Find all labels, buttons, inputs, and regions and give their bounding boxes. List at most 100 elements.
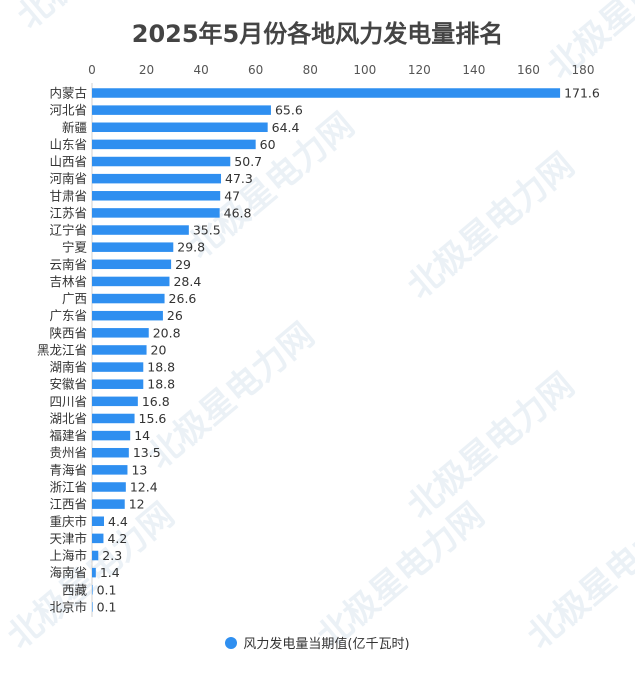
x-tick-label: 180: [572, 63, 595, 77]
bar-value-label: 13: [131, 462, 147, 477]
category-label: 辽宁省: [49, 223, 87, 238]
bar: [92, 465, 128, 475]
bar: [92, 345, 147, 355]
category-label: 云南省: [49, 257, 87, 272]
bar: [92, 567, 96, 578]
category-label: 贵州省: [49, 445, 87, 460]
bar: [92, 122, 268, 133]
bar: [92, 191, 221, 201]
bar-value-label: 16.8: [142, 394, 170, 409]
bar-value-label: 50.7: [234, 154, 262, 169]
x-tick-label: 0: [88, 63, 96, 77]
bar: [92, 447, 129, 458]
bar: [92, 362, 144, 372]
bar-value-label: 18.8: [147, 377, 175, 392]
bar-value-label: 60: [260, 137, 276, 152]
category-label: 湖北省: [49, 411, 87, 426]
legend-label: 风力发电量当期值(亿千瓦时): [243, 637, 410, 652]
legend[interactable]: 风力发电量当期值(亿千瓦时): [0, 633, 635, 652]
category-label: 吉林省: [49, 274, 87, 289]
watermark-text: 北极星电力网: [10, 0, 192, 37]
bar-value-label: 47: [224, 188, 240, 203]
bar-value-label: 18.8: [147, 360, 175, 375]
x-tick-label: 80: [303, 63, 318, 77]
x-tick-label: 60: [248, 63, 263, 77]
x-tick-label: 120: [408, 63, 431, 77]
watermark-text: 北极星电力网: [400, 365, 582, 527]
category-label: 北京市: [49, 599, 87, 614]
bar-value-label: 65.6: [275, 103, 303, 118]
bar-value-label: 0.1: [97, 582, 117, 597]
category-label: 黑龙江省: [37, 342, 87, 357]
category-label: 福建省: [49, 428, 87, 443]
bar: [92, 379, 144, 389]
bars-group: 内蒙古 171.6 河北省 65.6 新疆 64.4 山东省 60 山西省 50.7 河南省 47.3…: [37, 83, 600, 617]
category-label: 广西: [62, 291, 87, 306]
bar-value-label: 46.8: [224, 205, 252, 220]
bar-value-label: 13.5: [133, 445, 161, 460]
bar-value-label: 35.5: [193, 223, 221, 238]
category-label: 山东省: [49, 137, 87, 152]
bar: [92, 310, 163, 321]
bar-value-label: 171.6: [564, 86, 600, 101]
x-axis: 0 20 40 60 80 100 120 140 160 180: [88, 63, 594, 77]
bar: [92, 156, 231, 167]
category-label: 湖南省: [49, 360, 87, 375]
bar: [92, 482, 126, 492]
bar-value-label: 12: [129, 497, 145, 512]
category-label: 浙江省: [49, 479, 87, 494]
category-label: 重庆市: [49, 514, 87, 529]
bar: [92, 585, 93, 595]
watermark-text: 北极星电力网: [400, 145, 582, 307]
category-label: 四川省: [49, 394, 87, 409]
bar: [92, 105, 271, 115]
bar-value-label: 0.1: [97, 599, 117, 614]
category-label: 广东省: [49, 308, 87, 323]
bar: [92, 516, 105, 526]
bar: [92, 139, 256, 150]
bar: [92, 550, 99, 561]
bar-value-label: 15.6: [139, 411, 167, 426]
bar-value-label: 20: [151, 342, 167, 357]
category-label: 内蒙古: [49, 86, 87, 101]
bar: [92, 396, 138, 407]
category-label: 新疆: [62, 120, 87, 135]
bar-value-label: 28.4: [173, 274, 201, 289]
category-label: 山西省: [49, 154, 87, 169]
bar: [92, 88, 561, 98]
bar: [92, 602, 93, 612]
category-label: 上海市: [49, 548, 87, 563]
bar-value-label: 26: [167, 308, 183, 323]
category-label: 河北省: [49, 103, 87, 118]
legend-marker: [225, 637, 238, 649]
bar-value-label: 4.4: [108, 514, 128, 529]
bar-value-label: 14: [134, 428, 150, 443]
bar: [92, 533, 104, 544]
bar-value-label: 47.3: [225, 171, 253, 186]
bar-value-label: 20.8: [153, 325, 181, 340]
bar-value-label: 64.4: [272, 120, 300, 135]
category-label: 甘肃省: [49, 188, 87, 203]
bar-value-label: 4.2: [107, 531, 127, 546]
category-label: 宁夏: [62, 240, 88, 255]
category-label: 西藏: [62, 582, 88, 597]
bar: [92, 430, 131, 441]
x-tick-label: 160: [517, 63, 540, 77]
bar: [92, 173, 222, 184]
bar: [92, 293, 165, 304]
x-tick-label: 100: [353, 63, 376, 77]
category-label: 青海省: [49, 462, 87, 477]
bar: [92, 242, 174, 252]
bar-value-label: 26.6: [169, 291, 197, 306]
x-tick-label: 20: [139, 63, 154, 77]
bar: [92, 328, 149, 338]
category-label: 河南省: [49, 171, 87, 186]
bar-value-label: 29.8: [177, 240, 205, 255]
category-label: 安徽省: [49, 377, 87, 392]
category-label: 天津市: [49, 531, 87, 546]
x-tick-label: 40: [193, 63, 208, 77]
bar-value-label: 12.4: [130, 479, 158, 494]
chart-title: 2025年5月份各地风力发电量排名: [131, 20, 504, 48]
bar: [92, 413, 135, 424]
bar: [92, 259, 172, 270]
